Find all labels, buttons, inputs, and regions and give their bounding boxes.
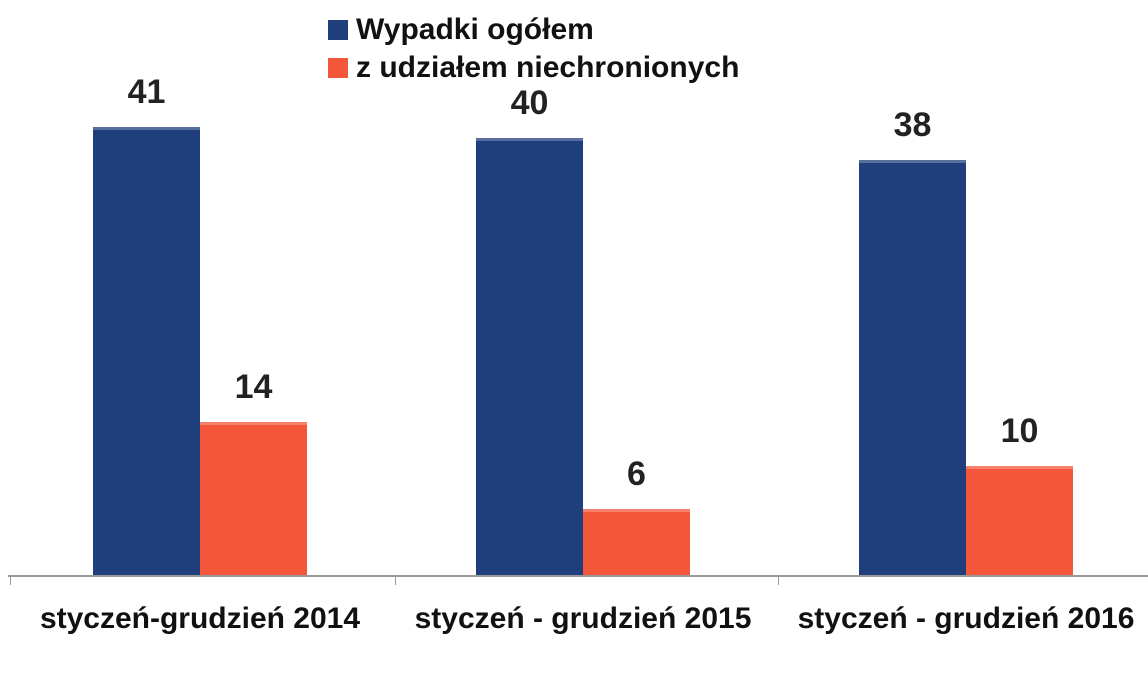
x-tick-label: styczeń-grudzień 2014 — [39, 602, 361, 635]
data-label: 40 — [510, 83, 549, 122]
data-label: 6 — [627, 455, 646, 494]
axis-tick — [778, 575, 779, 585]
legend-item: z udziałem niechronionych — [328, 50, 739, 86]
x-tick-label: styczeń - grudzień 2015 — [414, 602, 752, 635]
bar — [583, 509, 690, 575]
axis-tick — [395, 575, 396, 585]
data-label: 10 — [1000, 411, 1039, 450]
legend-swatch — [328, 20, 348, 40]
bar — [93, 126, 200, 575]
data-label: 14 — [234, 367, 273, 406]
legend-item: Wypadki ogółem — [328, 12, 594, 48]
x-axis — [8, 575, 1148, 577]
axis-tick — [10, 575, 11, 585]
x-tick-label: styczeń - grudzień 2016 — [797, 602, 1135, 635]
bar — [200, 421, 307, 575]
bar — [476, 137, 583, 575]
bar — [859, 159, 966, 575]
data-label: 38 — [893, 105, 932, 144]
legend-label: z udziałem niechronionych — [356, 51, 740, 84]
data-label: 41 — [127, 72, 166, 111]
legend-swatch — [328, 58, 348, 78]
bar — [966, 465, 1073, 575]
legend-label: Wypadki ogółem — [356, 13, 594, 46]
